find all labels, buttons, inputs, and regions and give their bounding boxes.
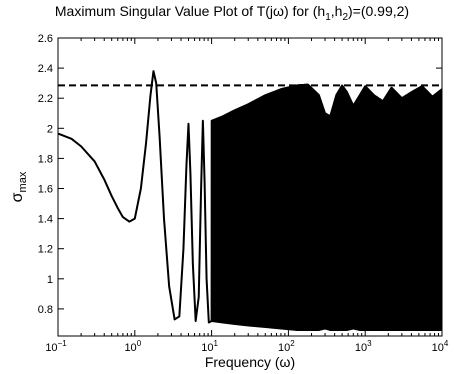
x-axis-label: Frequency (ω) [205, 354, 295, 370]
y-tick-label: 1.2 [38, 244, 53, 256]
axis-ticks: 10−1 100 101 102 103 104 0.8 1 1.2 1.4 1.6 1.8 2 2.2 2… [38, 33, 449, 354]
x-tick-label: 10−1 [45, 339, 67, 354]
y-axis-label: σmax [9, 171, 29, 202]
x-tick-label: 101 [201, 339, 218, 354]
x-tick-label: 102 [278, 339, 295, 354]
x-tick-label: 104 [432, 339, 449, 354]
x-tick-label: 100 [124, 339, 141, 354]
y-tick-label: 1.8 [38, 153, 53, 165]
y-tick-label: 2.4 [38, 63, 53, 75]
y-tick-label: 1.6 [38, 184, 53, 196]
plot-frame [57, 37, 443, 337]
sigma-max-curve [58, 70, 442, 331]
plot-content [58, 70, 442, 331]
y-tick-label: 1 [47, 274, 53, 286]
y-tick-label: 2 [47, 123, 53, 135]
chart-title: Maximum Singular Value Plot of T(jω) for… [55, 3, 409, 23]
y-tick-label: 0.8 [38, 304, 53, 316]
x-tick-label: 103 [355, 339, 372, 354]
y-tick-label: 1.4 [38, 214, 53, 226]
y-tick-label: 2.2 [38, 93, 53, 105]
y-tick-label: 2.6 [38, 33, 53, 45]
